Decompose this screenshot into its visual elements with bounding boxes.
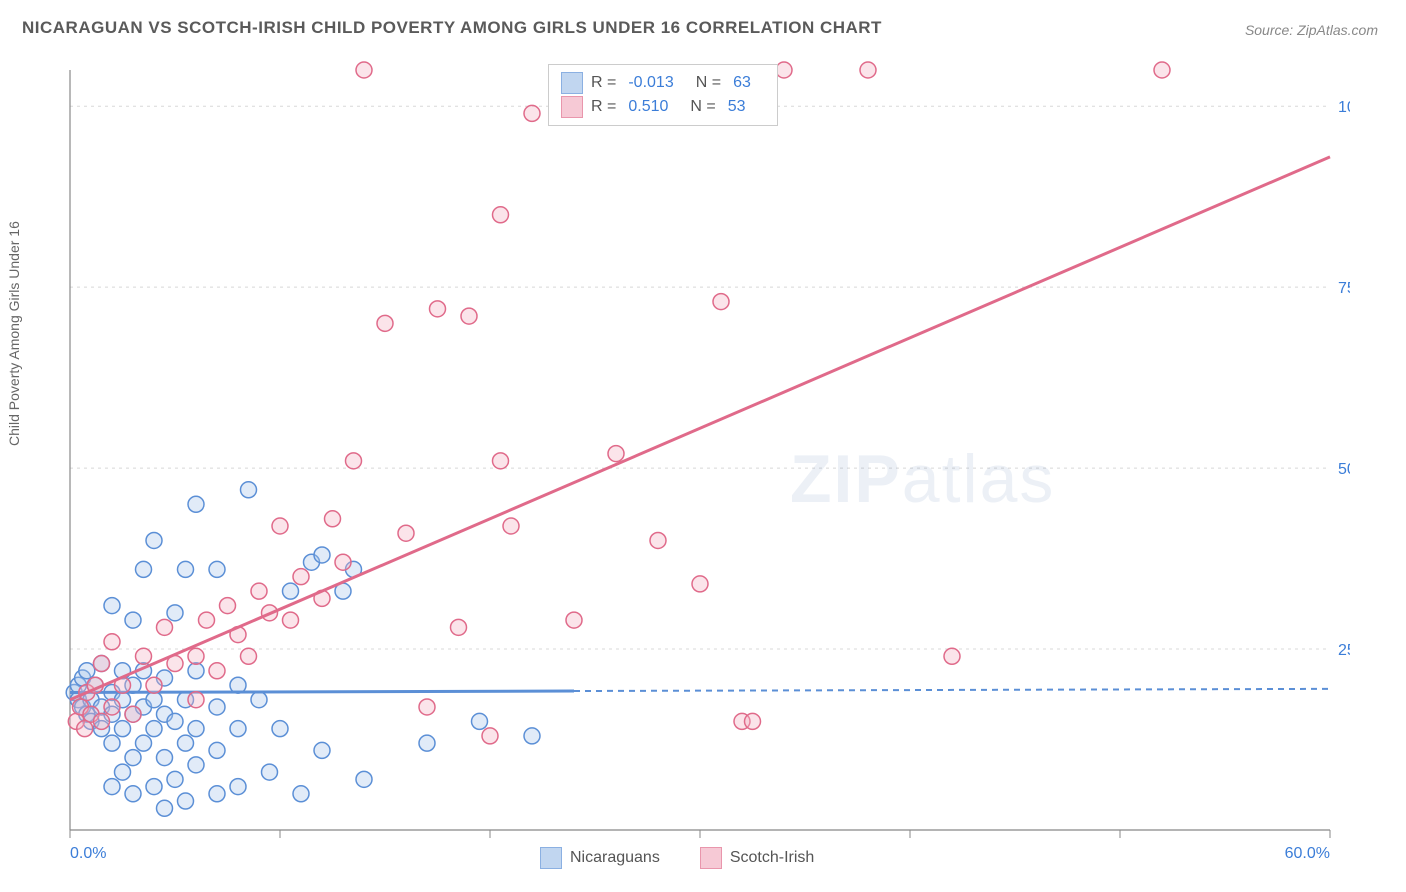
n-label: N =: [690, 95, 715, 119]
r-label: R =: [591, 71, 616, 95]
plot-area: 25.0%50.0%75.0%100.0%0.0%60.0% ZIPatlas …: [50, 60, 1350, 840]
svg-text:50.0%: 50.0%: [1338, 461, 1350, 478]
r-label: R =: [591, 95, 616, 119]
r-value: 0.510: [628, 95, 668, 119]
legend-row: R = -0.013 N = 63: [561, 71, 765, 95]
svg-text:0.0%: 0.0%: [70, 845, 106, 862]
svg-text:75.0%: 75.0%: [1338, 280, 1350, 297]
series-legend-item: Nicaraguans: [540, 847, 660, 869]
legend-swatch: [700, 847, 722, 869]
series-name: Scotch-Irish: [730, 849, 814, 867]
correlation-legend: R = -0.013 N = 63 R = 0.510 N = 53: [548, 64, 778, 126]
svg-text:100.0%: 100.0%: [1338, 99, 1350, 116]
source-attribution: Source: ZipAtlas.com: [1245, 22, 1378, 38]
series-legend-item: Scotch-Irish: [700, 847, 814, 869]
series-legend: Nicaraguans Scotch-Irish: [540, 847, 814, 869]
svg-text:25.0%: 25.0%: [1338, 642, 1350, 659]
y-axis-label: Child Poverty Among Girls Under 16: [6, 221, 22, 446]
n-value: 63: [733, 71, 751, 95]
legend-swatch: [540, 847, 562, 869]
chart-title: NICARAGUAN VS SCOTCH-IRISH CHILD POVERTY…: [22, 18, 882, 38]
series-name: Nicaraguans: [570, 849, 660, 867]
legend-row: R = 0.510 N = 53: [561, 95, 765, 119]
n-label: N =: [696, 71, 721, 95]
r-value: -0.013: [628, 71, 673, 95]
scatter-chart: 25.0% 50.0% 75.0% 100.0% 0.0% 60.0%: [50, 60, 1350, 880]
legend-swatch: [561, 72, 583, 94]
n-value: 53: [728, 95, 746, 119]
svg-text:60.0%: 60.0%: [1285, 845, 1330, 862]
legend-swatch: [561, 96, 583, 118]
